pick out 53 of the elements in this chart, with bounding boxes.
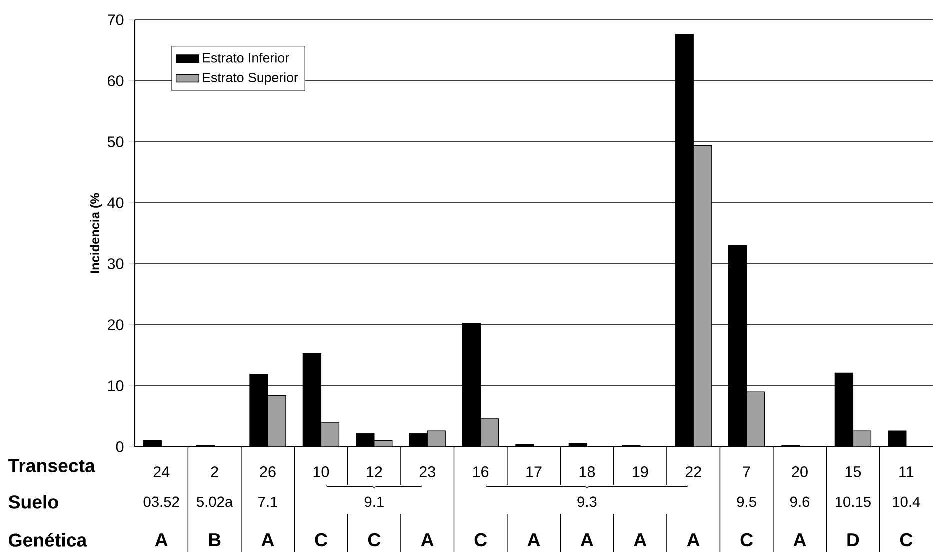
text: Transecta [8,459,96,473]
text: A [687,534,700,546]
text: A [794,534,806,546]
x-tick-label: 18 [580,466,596,478]
legend-label: Estrato Superior [203,72,298,86]
text: 10.15 [836,496,871,508]
text: A [421,534,434,546]
text: B [209,534,221,546]
y-tick-label: 30 [108,258,124,270]
x-tick-label: 23 [420,466,436,478]
text: A [634,534,647,546]
x-tick-label: 16 [473,466,489,478]
text: 9.5 [737,496,756,508]
text: Suelo [8,495,58,509]
x-tick-label: 26 [260,466,276,478]
x-tick-label: 15 [846,466,862,478]
text: C [900,533,913,547]
text: C [368,533,381,547]
y-tick-label: 0 [116,442,124,452]
text: D [848,534,860,546]
x-tick-label: 17 [526,466,542,478]
x-tick-label: 11 [900,466,914,478]
x-tick-label: 10 [314,466,330,478]
text: A [262,534,274,546]
legend-label: Estrato Inferior [203,52,290,63]
y-tick-label: 20 [108,320,124,330]
text: C [474,533,488,547]
y-tick-label: 50 [108,136,124,148]
x-tick-label: 12 [367,466,382,478]
x-tick-label: 19 [633,466,648,478]
y-axis-title: Incidencia (% [90,193,102,274]
text: 10.4 [893,496,920,508]
x-tick-label: 24 [154,466,170,478]
text: A [528,534,540,546]
y-tick-label: 60 [108,76,124,86]
text: Genética [9,533,88,547]
x-tick-label: 22 [686,466,702,478]
y-tick-label: 70 [108,14,124,26]
x-tick-label: 7 [743,466,750,478]
text: 9.1 [364,496,384,508]
x-tick-label: 2 [211,466,218,478]
text: 5.02a [197,496,234,508]
text: 9.3 [578,496,597,508]
text: 7.1 [258,496,278,508]
text: C [315,533,328,547]
y-tick-label: 40 [108,198,124,208]
text: 9.6 [790,496,810,508]
text: A [155,534,168,546]
y-tick-label: 10 [108,380,124,392]
text: A [580,534,594,546]
x-tick-label: 20 [792,466,808,478]
text: 03.52 [144,496,180,508]
text: C [740,533,754,547]
